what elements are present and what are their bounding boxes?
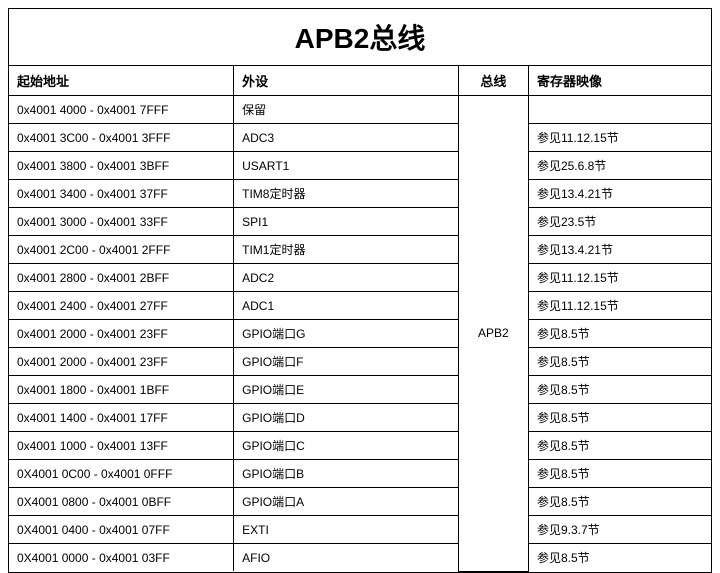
table-row: 0X4001 0400 - 0x4001 07FFEXTI 参见9.3.7节 <box>9 516 711 544</box>
table-row: 0x4001 2000 - 0x4001 23FFGPIO端口F 参见8.5节 <box>9 348 711 376</box>
cell-peripheral: 保留 <box>234 96 459 124</box>
cell-peripheral: GPIO端口D <box>234 404 459 432</box>
cell-reference: 参见8.5节 <box>528 544 711 572</box>
header-peripheral: 外设 <box>234 66 459 96</box>
cell-peripheral: TIM8定时器 <box>234 180 459 208</box>
cell-reference: 参见8.5节 <box>528 460 711 488</box>
header-reference: 寄存器映像 <box>528 66 711 96</box>
cell-address: 0x4001 1000 - 0x4001 13FF <box>9 432 234 460</box>
table-body: 0x4001 4000 - 0x4001 7FFF保留APB20x4001 3C… <box>9 96 711 572</box>
cell-address: 0X4001 0800 - 0x4001 0BFF <box>9 488 234 516</box>
cell-peripheral: AFIO <box>234 544 459 572</box>
memory-map-table: 起始地址 外设 总线 寄存器映像 0x4001 4000 - 0x4001 7F… <box>9 66 711 572</box>
table-row: 0x4001 3400 - 0x4001 37FFTIM8定时器 参见13.4.2… <box>9 180 711 208</box>
cell-peripheral: GPIO端口G <box>234 320 459 348</box>
cell-reference: 参见13.4.21节 <box>528 180 711 208</box>
cell-address: 0X4001 0C00 - 0x4001 0FFF <box>9 460 234 488</box>
cell-reference <box>528 96 711 124</box>
table-row: 0X4001 0800 - 0x4001 0BFFGPIO端口A 参见8.5节 <box>9 488 711 516</box>
table-row: 0x4001 2800 - 0x4001 2BFFADC2 参见11.12.15节 <box>9 264 711 292</box>
cell-reference: 参见25.6.8节 <box>528 152 711 180</box>
cell-address: 0x4001 2000 - 0x4001 23FF <box>9 348 234 376</box>
header-row: 起始地址 外设 总线 寄存器映像 <box>9 66 711 96</box>
header-address: 起始地址 <box>9 66 234 96</box>
cell-peripheral: GPIO端口C <box>234 432 459 460</box>
header-bus: 总线 <box>458 66 528 96</box>
cell-reference: 参见8.5节 <box>528 432 711 460</box>
cell-address: 0x4001 2C00 - 0x4001 2FFF <box>9 236 234 264</box>
table-row: 0X4001 0C00 - 0x4001 0FFFGPIO端口B 参见8.5节 <box>9 460 711 488</box>
cell-peripheral: GPIO端口F <box>234 348 459 376</box>
cell-address: 0x4001 3800 - 0x4001 3BFF <box>9 152 234 180</box>
table-row: 0x4001 4000 - 0x4001 7FFF保留APB2 <box>9 96 711 124</box>
cell-peripheral: GPIO端口E <box>234 376 459 404</box>
cell-peripheral: GPIO端口B <box>234 460 459 488</box>
cell-address: 0x4001 2400 - 0x4001 27FF <box>9 292 234 320</box>
cell-address: 0x4001 1400 - 0x4001 17FF <box>9 404 234 432</box>
cell-reference: 参见9.3.7节 <box>528 516 711 544</box>
cell-reference: 参见8.5节 <box>528 488 711 516</box>
cell-reference: 参见11.12.15节 <box>528 292 711 320</box>
cell-address: 0X4001 0400 - 0x4001 07FF <box>9 516 234 544</box>
cell-peripheral: TIM1定时器 <box>234 236 459 264</box>
table-row: 0x4001 1000 - 0x4001 13FFGPIO端口C 参见8.5节 <box>9 432 711 460</box>
cell-bus: APB2 <box>458 96 528 572</box>
cell-peripheral: ADC1 <box>234 292 459 320</box>
table-row: 0x4001 3C00 - 0x4001 3FFFADC3 参见11.12.15节 <box>9 124 711 152</box>
cell-reference: 参见8.5节 <box>528 320 711 348</box>
cell-peripheral: ADC3 <box>234 124 459 152</box>
table-row: 0x4001 2C00 - 0x4001 2FFFTIM1定时器 参见13.4.2… <box>9 236 711 264</box>
cell-address: 0x4001 2000 - 0x4001 23FF <box>9 320 234 348</box>
cell-reference: 参见11.12.15节 <box>528 124 711 152</box>
cell-reference: 参见8.5节 <box>528 376 711 404</box>
cell-peripheral: SPI1 <box>234 208 459 236</box>
cell-peripheral: ADC2 <box>234 264 459 292</box>
cell-peripheral: GPIO端口A <box>234 488 459 516</box>
cell-reference: 参见11.12.15节 <box>528 264 711 292</box>
cell-address: 0x4001 4000 - 0x4001 7FFF <box>9 96 234 124</box>
cell-address: 0x4001 3C00 - 0x4001 3FFF <box>9 124 234 152</box>
cell-reference: 参见23.5节 <box>528 208 711 236</box>
table-row: 0x4001 1800 - 0x4001 1BFFGPIO端口E 参见8.5节 <box>9 376 711 404</box>
table-row: 0x4001 1400 - 0x4001 17FFGPIO端口D 参见8.5节 <box>9 404 711 432</box>
cell-address: 0x4001 3000 - 0x4001 33FF <box>9 208 234 236</box>
table-row: 0x4001 2000 - 0x4001 23FFGPIO端口G 参见8.5节 <box>9 320 711 348</box>
cell-peripheral: EXTI <box>234 516 459 544</box>
table-row: 0x4001 2400 - 0x4001 27FFADC1 参见11.12.15节 <box>9 292 711 320</box>
cell-reference: 参见8.5节 <box>528 404 711 432</box>
table-row: 0X4001 0000 - 0x4001 03FFAFIO 参见8.5节 <box>9 544 711 572</box>
cell-peripheral: USART1 <box>234 152 459 180</box>
cell-address: 0x4001 2800 - 0x4001 2BFF <box>9 264 234 292</box>
table-row: 0x4001 3800 - 0x4001 3BFFUSART1 参见25.6.8节 <box>9 152 711 180</box>
cell-address: 0x4001 1800 - 0x4001 1BFF <box>9 376 234 404</box>
cell-address: 0X4001 0000 - 0x4001 03FF <box>9 544 234 572</box>
cell-reference: 参见8.5节 <box>528 348 711 376</box>
cell-reference: 参见13.4.21节 <box>528 236 711 264</box>
table-title: APB2总线 <box>9 9 711 66</box>
cell-address: 0x4001 3400 - 0x4001 37FF <box>9 180 234 208</box>
table-container: APB2总线 起始地址 外设 总线 寄存器映像 0x4001 4000 - 0x… <box>8 8 712 573</box>
table-row: 0x4001 3000 - 0x4001 33FFSPI1 参见23.5节 <box>9 208 711 236</box>
